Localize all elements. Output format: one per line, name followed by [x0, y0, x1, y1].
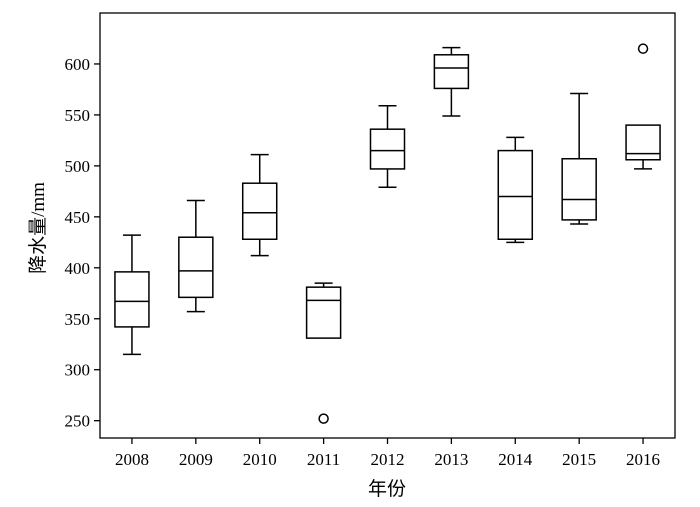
y-tick-label: 500 [65, 157, 91, 176]
x-tick-label: 2012 [371, 450, 405, 469]
y-tick-label: 600 [65, 55, 91, 74]
y-tick-label: 350 [65, 310, 91, 329]
x-axis-label: 年份 [368, 478, 406, 500]
box-2011 [305, 286, 342, 339]
x-tick-label: 2016 [626, 450, 660, 469]
x-tick-label: 2008 [115, 450, 149, 469]
x-tick-label: 2013 [434, 450, 468, 469]
x-tick-label: 2010 [243, 450, 277, 469]
y-tick-label: 300 [65, 361, 91, 380]
y-tick-label: 250 [65, 412, 91, 431]
y-axis-label: 降水量/mm [27, 182, 49, 274]
box-2013 [433, 54, 470, 90]
plot-area: 250 300 350 400 450 500 550 600 2008 2009 2010 2011… [65, 12, 676, 469]
box-2010 [241, 182, 278, 241]
x-tick-label: 2009 [179, 450, 213, 469]
box-2016 [625, 124, 661, 161]
outlier-point [318, 413, 329, 424]
box-2008 [114, 271, 150, 328]
y-tick-label: 450 [65, 208, 91, 227]
x-tick-label: 2014 [498, 450, 533, 469]
outlier-point [637, 43, 649, 54]
y-tick-label: 400 [65, 259, 91, 278]
box-2012 [369, 128, 406, 170]
box-2015 [561, 157, 597, 221]
box-2009 [178, 236, 214, 299]
x-tick-label: 2015 [562, 450, 596, 469]
plot-frame [99, 12, 676, 439]
box-2014 [497, 149, 534, 241]
x-tick-label: 2011 [307, 450, 340, 469]
y-tick-label: 550 [65, 106, 91, 125]
